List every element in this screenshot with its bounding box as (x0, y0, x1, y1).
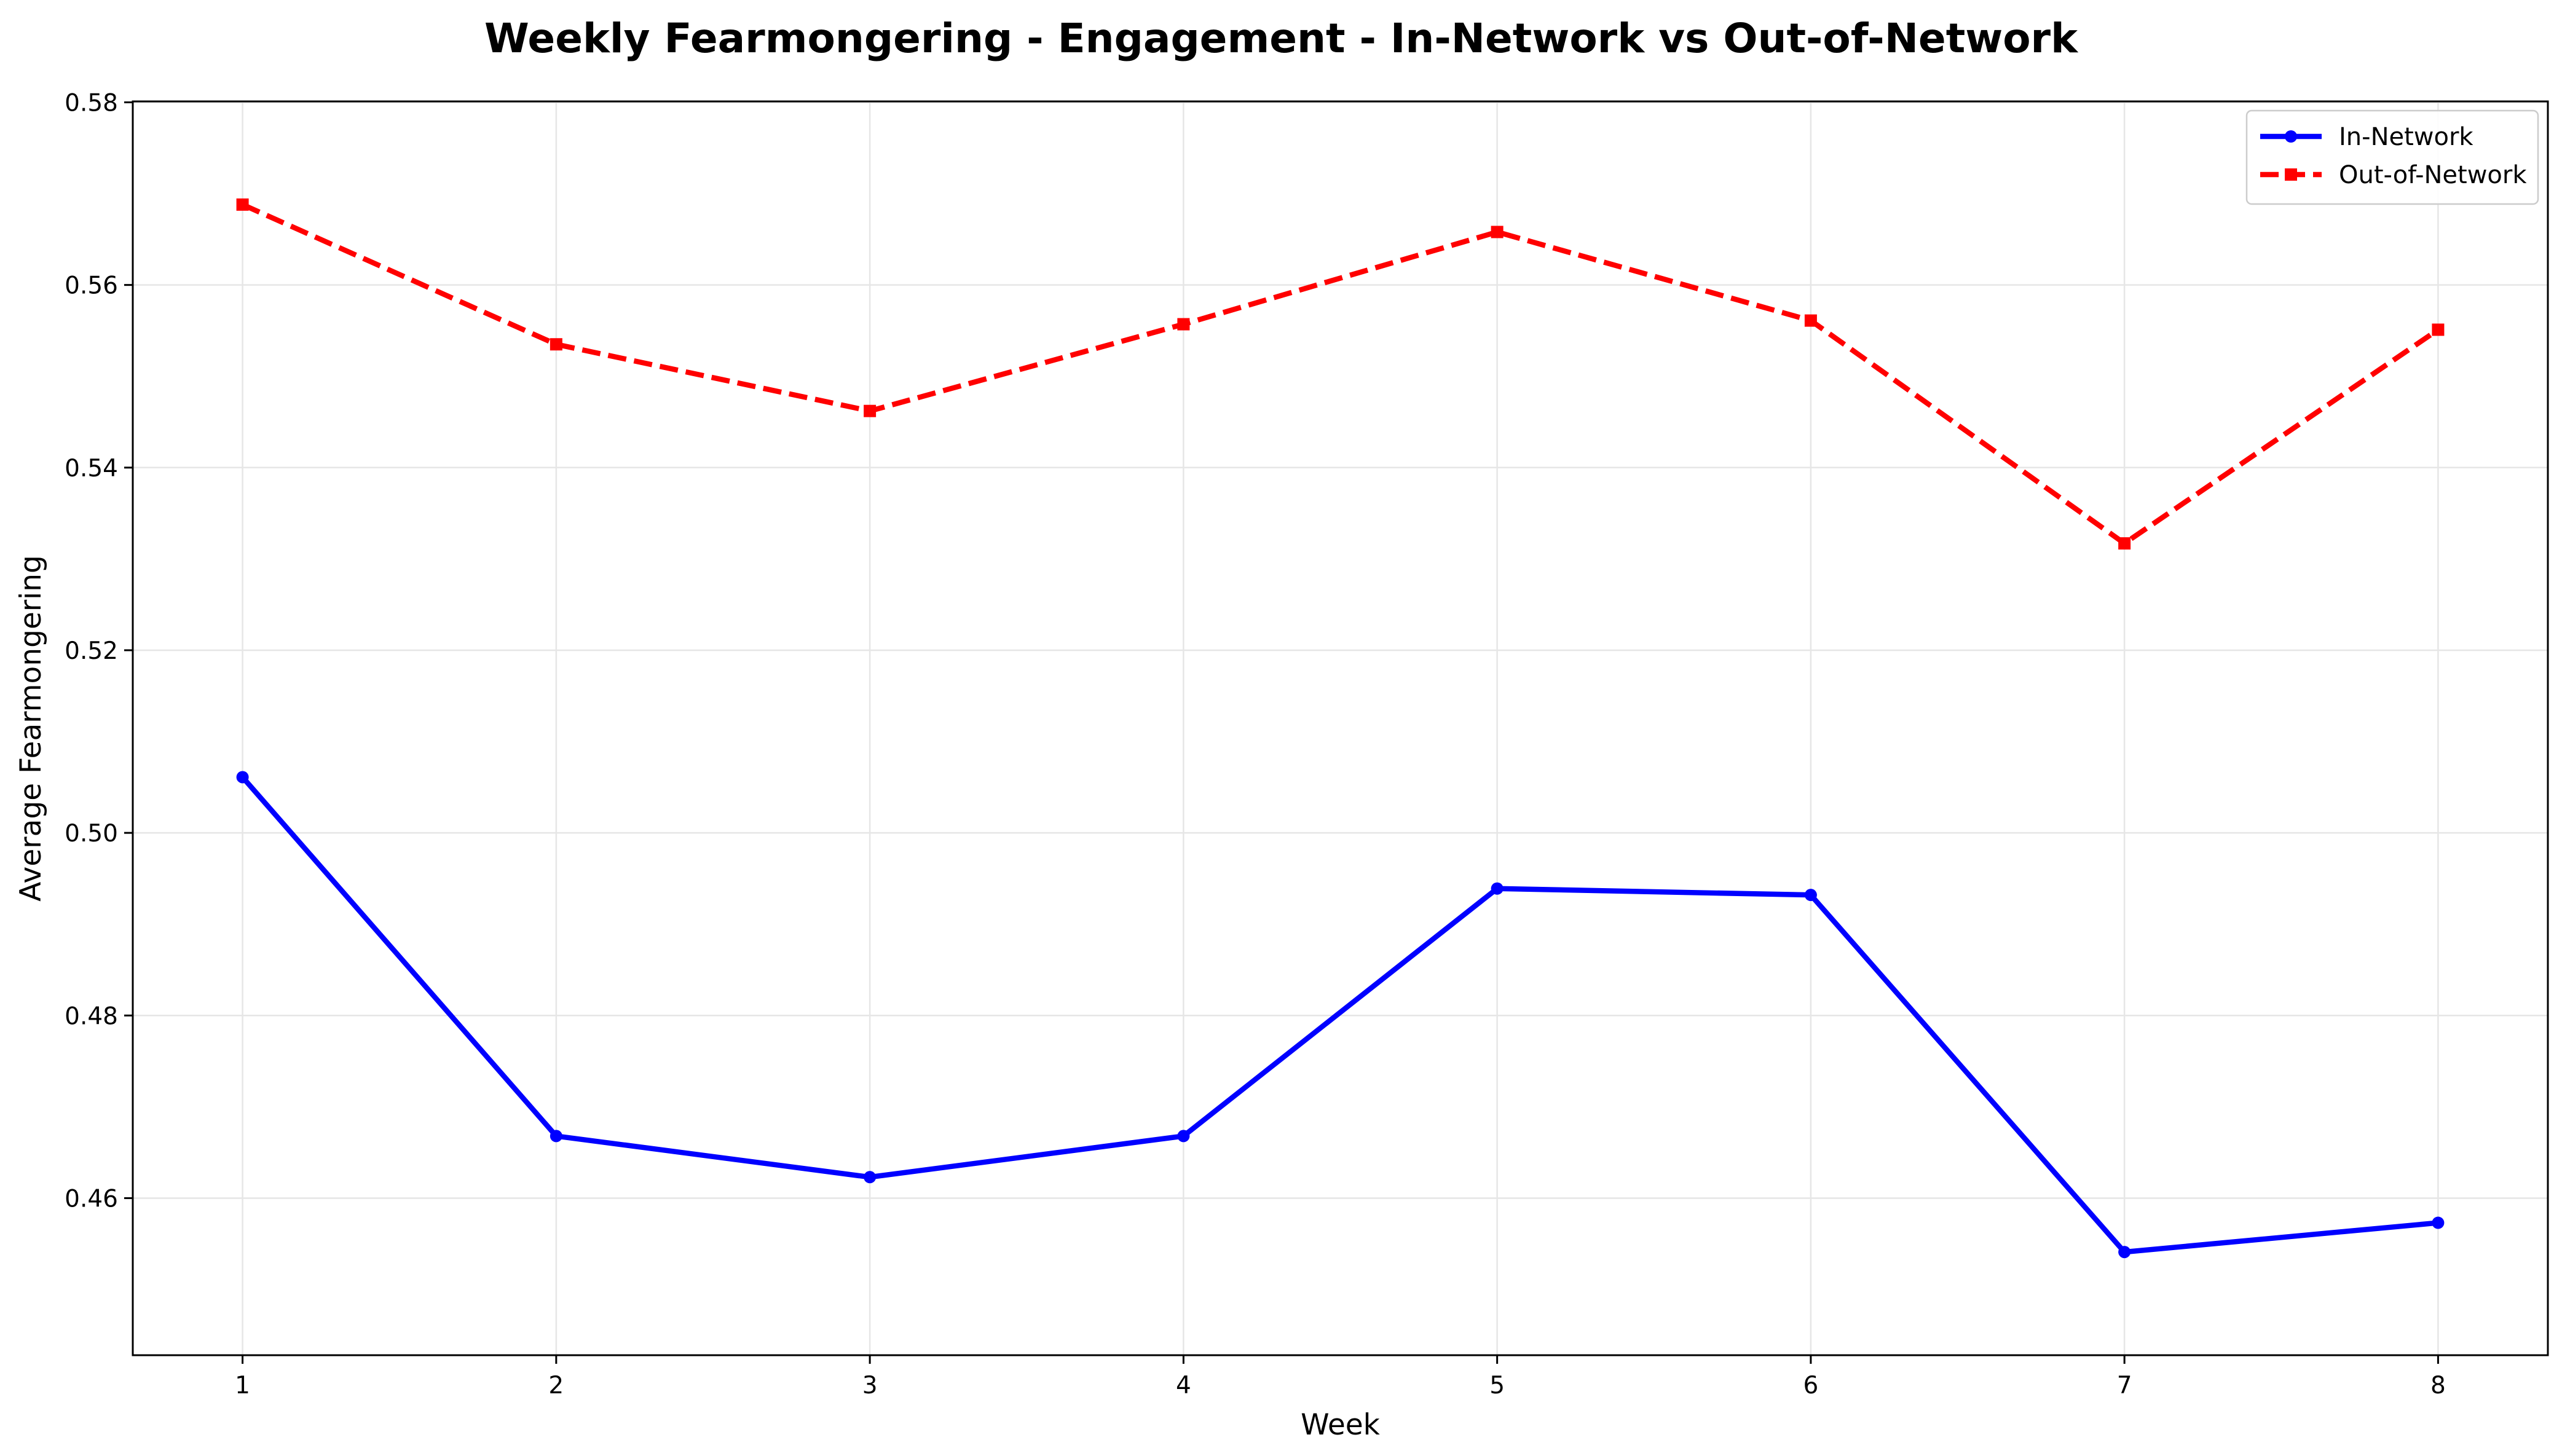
x-tick-label: 2 (548, 1372, 564, 1399)
data-point (2118, 1246, 2131, 1259)
y-tick-label: 0.48 (65, 1002, 118, 1030)
legend-item: Out-of-Network (2260, 161, 2527, 189)
data-point (550, 1130, 562, 1143)
x-tick-label: 3 (862, 1372, 878, 1399)
x-tick-label: 8 (2430, 1372, 2446, 1399)
legend-marker (2285, 130, 2297, 143)
legend-marker (2285, 168, 2297, 181)
x-tick-label: 5 (1489, 1372, 1505, 1399)
grid-layer (133, 101, 2548, 1355)
x-tick-label: 4 (1176, 1372, 1191, 1399)
y-tick-label: 0.56 (65, 272, 118, 300)
x-tick-label: 6 (1803, 1372, 1818, 1399)
data-point (550, 338, 562, 351)
data-point (1491, 882, 1504, 895)
data-point (2432, 1216, 2445, 1229)
data-point (1177, 1130, 1190, 1143)
plot-frame (132, 100, 2549, 1356)
data-point (1804, 314, 1817, 327)
y-tick-label: 0.54 (65, 455, 118, 482)
x-axis-label: Week (1301, 1408, 1381, 1442)
x-tick-label: 7 (2117, 1372, 2132, 1399)
y-axis-label: Average Fearmongering (14, 555, 48, 902)
legend-label: Out-of-Network (2339, 161, 2527, 189)
data-point (864, 404, 877, 417)
data-point (2118, 537, 2131, 550)
data-point (1491, 226, 1504, 238)
series-layer (236, 198, 2445, 1259)
data-point (864, 1171, 877, 1184)
legend-item: In-Network (2260, 123, 2473, 151)
series-line-out-of-network (241, 202, 2440, 546)
series-in-network (236, 771, 2445, 1259)
chart-title: Weekly Fearmongering - Engagement - In-N… (484, 15, 2078, 62)
y-tick-label: 0.50 (65, 820, 118, 848)
y-tick-label: 0.46 (65, 1185, 118, 1213)
legend: In-Network Out-of-Network (2245, 109, 2539, 205)
series-out-of-network (236, 198, 2445, 550)
y-tick-label: 0.52 (65, 637, 118, 665)
data-point (1804, 889, 1817, 902)
series-line-in-network (240, 775, 2438, 1255)
legend-label: In-Network (2339, 123, 2473, 151)
data-point (2432, 323, 2445, 336)
data-point (236, 198, 249, 211)
y-tick-label: 0.58 (65, 89, 118, 117)
ticks-layer: 1 2 3 4 5 6 7 8 0.46 0.48 0.50 0.52 0.54 0.56 0.58 (65, 89, 2446, 1399)
x-tick-label: 1 (235, 1372, 250, 1399)
data-point (1177, 318, 1190, 331)
data-point (236, 771, 249, 784)
